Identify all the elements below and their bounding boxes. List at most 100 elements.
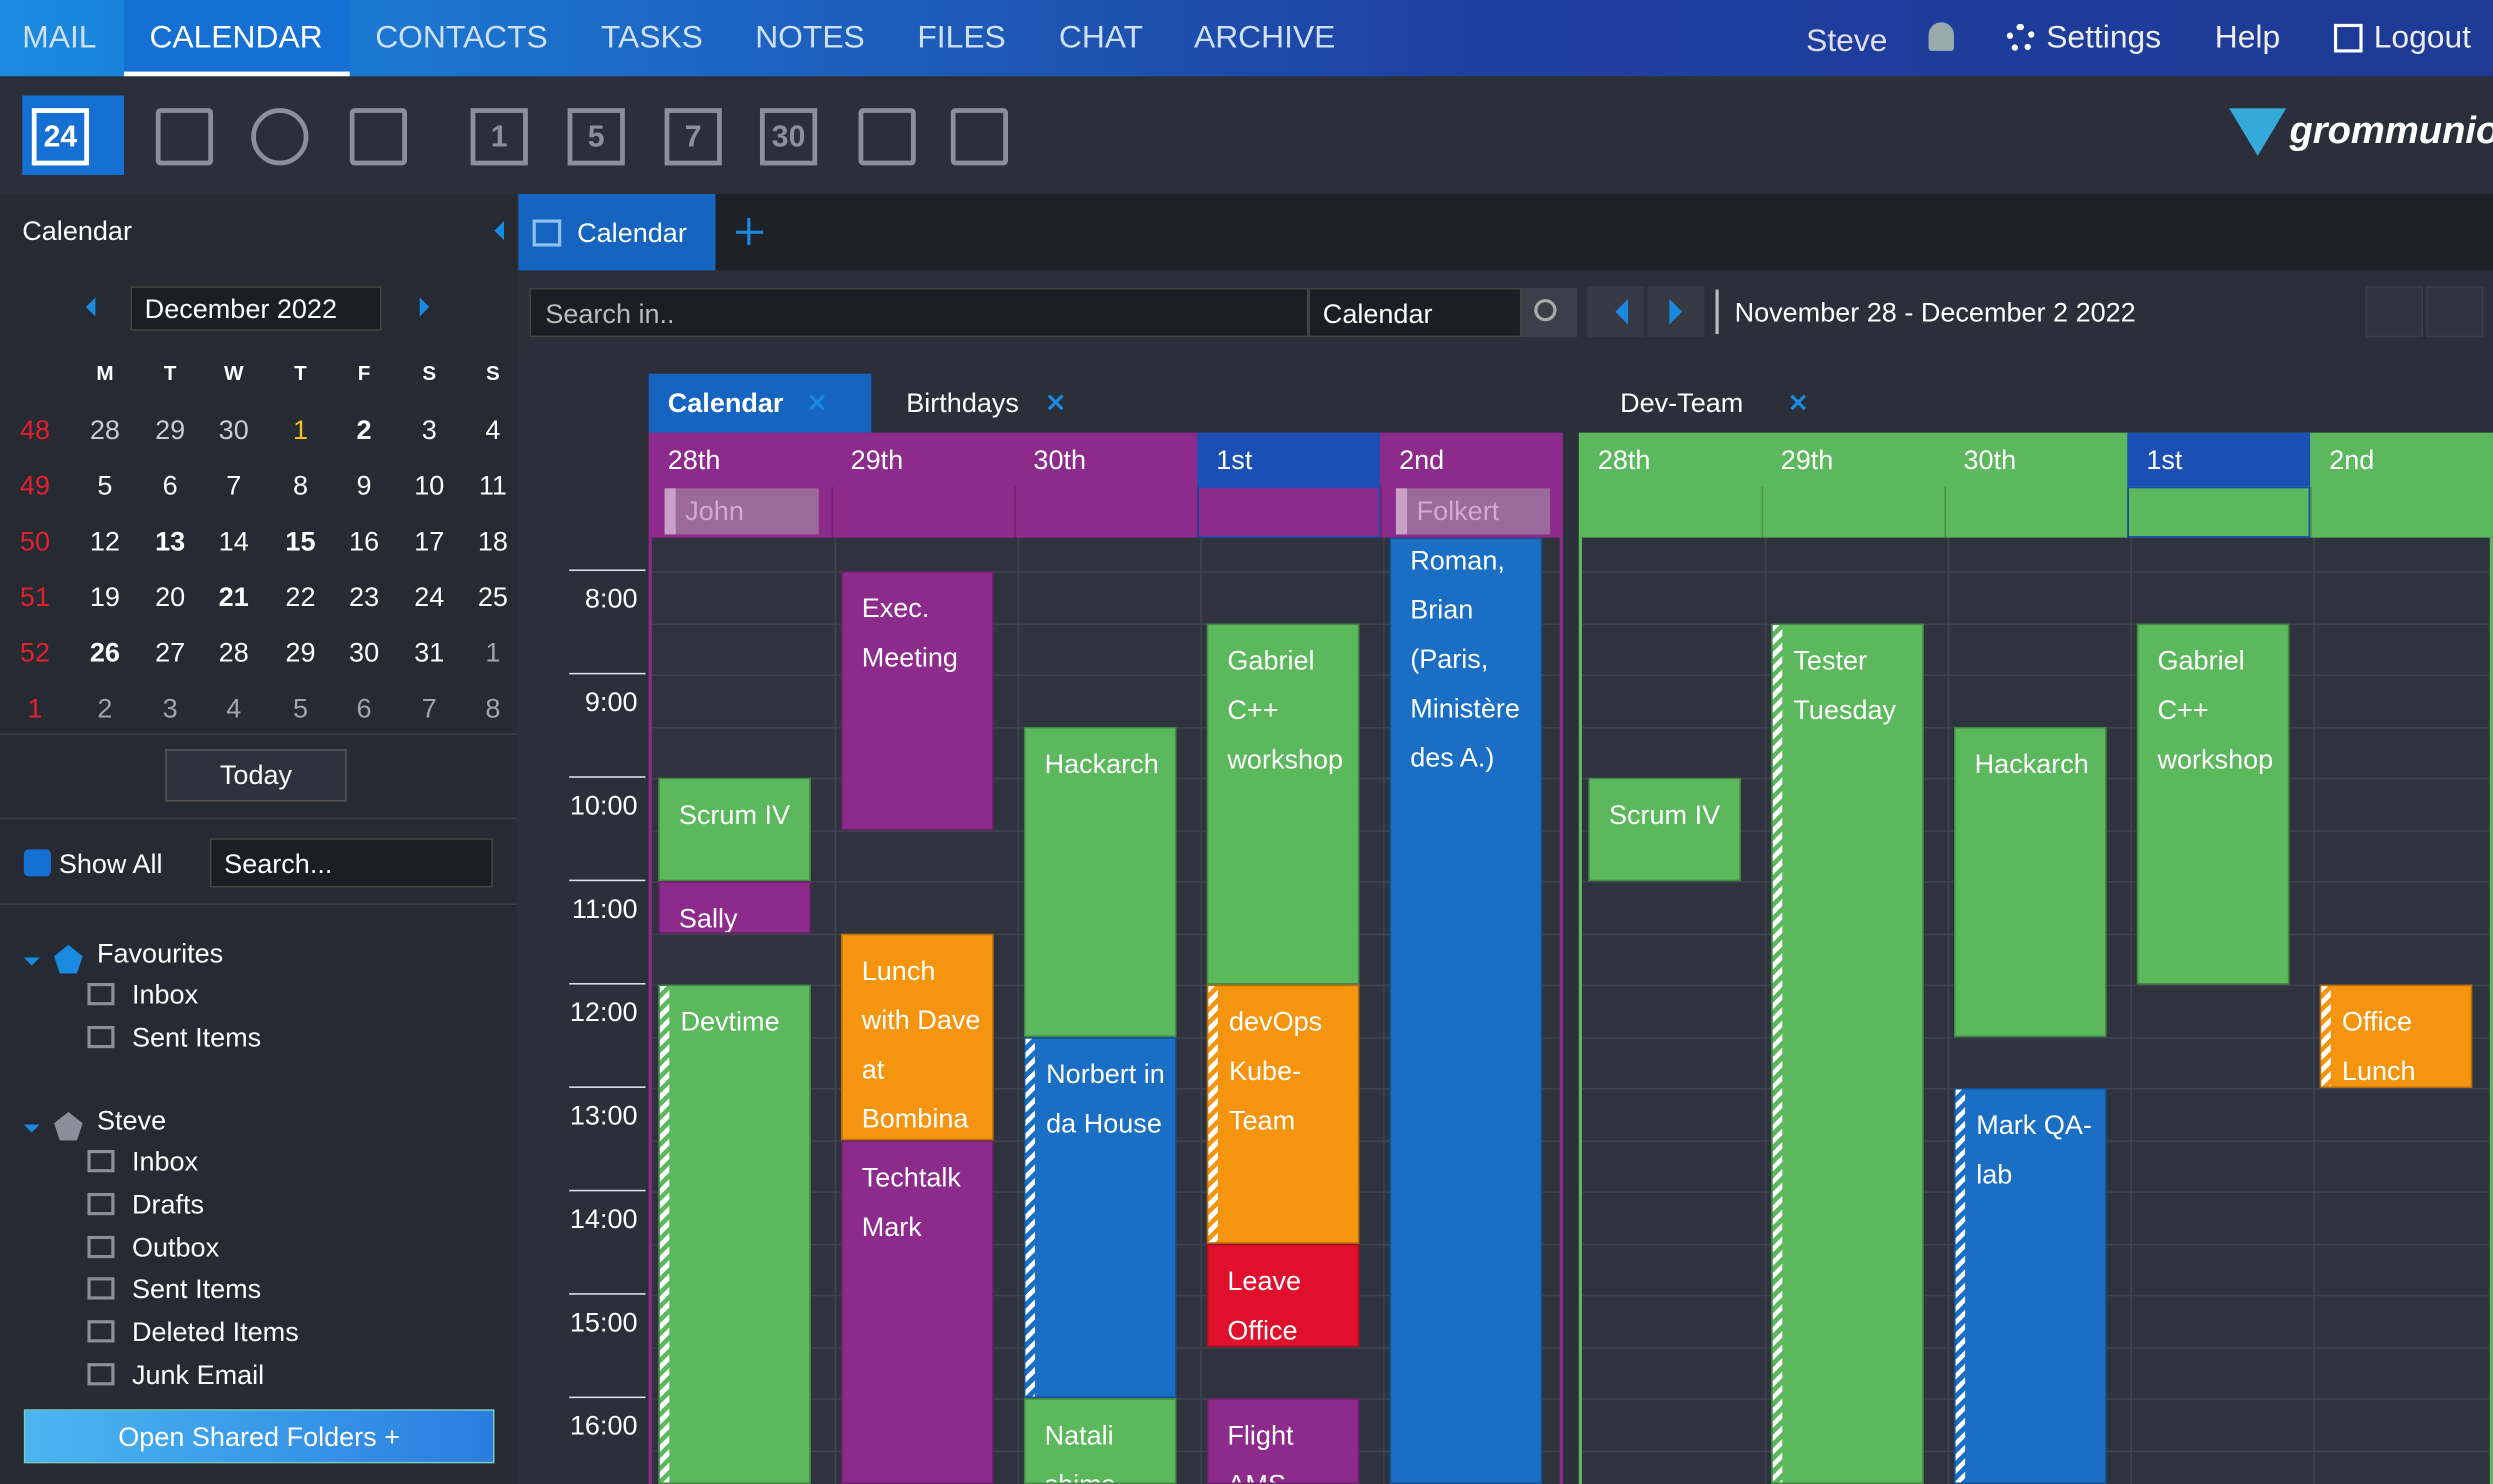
allday-label[interactable]: Folkert [1416,496,1500,527]
week-number[interactable]: 52 [19,637,51,669]
search-field[interactable] [529,287,1309,338]
day-cell[interactable]: 1 [292,415,309,446]
week-number[interactable]: 49 [19,470,51,502]
logout-link[interactable]: Logout [2373,20,2471,56]
day-cell[interactable]: 24 [414,582,445,613]
day-cell[interactable]: 18 [477,526,508,557]
nav-tab[interactable]: TASKS [600,20,703,56]
checkbox-label[interactable]: Show All [58,849,163,880]
folder[interactable]: Inbox [131,1146,199,1178]
nav-tab[interactable]: NOTES [755,20,865,56]
day-cell[interactable]: 23 [349,582,380,613]
event-label[interactable]: Mark QA-lab [1976,1110,2092,1190]
day-cell[interactable]: 11 [478,470,507,502]
search-box[interactable] [209,838,493,888]
event[interactable]: devOps Kube-Team [1206,984,1360,1244]
event-label[interactable]: Gabriel C++ workshop [2157,644,2274,774]
event[interactable]: Techtalk Mark [841,1139,994,1484]
event-label[interactable]: Tester Tuesday [1793,644,1897,725]
day-cell[interactable]: 3 [162,693,178,724]
week-number[interactable]: 51 [19,582,51,613]
nav-tab[interactable]: ARCHIVE [1194,20,1336,56]
day-header[interactable]: 30th [1963,445,2017,476]
day-cell[interactable]: 15 [285,526,316,557]
day-cell[interactable]: 1 [485,637,501,669]
event[interactable]: Mark QA-lab [1953,1087,2107,1484]
day-header[interactable]: 28th [1597,445,1651,476]
toolbar-icon[interactable]: 24 [31,108,90,166]
day-header[interactable]: 29th [1780,445,1834,476]
day-cell[interactable]: 14 [218,526,249,557]
event-label[interactable]: Roman, Brian (Paris, Ministère des A.) [1410,545,1520,774]
toolbar-icon[interactable] [950,108,1008,166]
folder[interactable]: Outbox [131,1232,220,1263]
event[interactable]: Natali shims [1023,1398,1177,1484]
day-cell[interactable]: 30 [218,415,249,446]
toolbar-icon[interactable]: 1 [470,108,528,166]
day-cell[interactable]: 20 [155,582,186,613]
copy-button[interactable] [2365,286,2424,338]
search-placeholder[interactable]: Search in.. [545,299,675,330]
event-label[interactable]: Hackarch [1044,748,1159,779]
day-cell[interactable]: 7 [421,693,437,724]
event[interactable]: Hackarch [1953,726,2107,1037]
day-cell[interactable]: 8 [292,470,309,502]
allday-event[interactable]: Folkert [1395,488,1551,535]
toolbar-icon[interactable]: 7 [664,108,722,166]
folder[interactable]: Deleted Items [131,1317,299,1348]
day-header[interactable]: 29th [850,445,904,476]
event[interactable]: Exec. Meeting [841,571,994,830]
shared-button[interactable]: Open Shared Folders + [23,1409,495,1464]
day-cell[interactable]: 12 [89,526,120,557]
day-header[interactable]: 2nd [2329,445,2375,476]
event[interactable]: Roman, Brian (Paris, Ministère des A.) [1389,537,1543,1484]
checkbox[interactable] [23,849,51,877]
select-label[interactable]: Calendar [1322,299,1433,330]
event-label[interactable]: Norbert in da House [1046,1058,1165,1139]
folder[interactable]: Drafts [131,1189,205,1220]
settings-link[interactable]: Settings [2046,20,2162,56]
day-header[interactable]: 2nd [1399,445,1445,476]
user-name[interactable]: Steve [1806,23,1888,59]
event-label[interactable]: Hackarch [1974,748,2089,779]
nav-tab[interactable]: CONTACTS [375,20,548,56]
day-cell[interactable]: 8 [485,693,501,724]
event[interactable]: Lunch with Dave at Bombina [841,932,994,1140]
event[interactable]: Sally [658,881,811,933]
folder[interactable]: Inbox [131,979,199,1011]
day-header[interactable]: 1st [1216,445,1253,476]
day-cell[interactable]: 27 [155,637,186,669]
day-cell[interactable]: 22 [285,582,316,613]
day-cell[interactable]: 2 [356,415,372,446]
folder[interactable]: Junk Email [131,1359,265,1391]
day-header[interactable]: 28th [667,445,721,476]
event[interactable]: Flight AMS- [1206,1398,1360,1484]
week-number[interactable]: 48 [19,415,51,446]
folder[interactable]: Sent Items [131,1274,262,1305]
day-cell[interactable]: 19 [89,582,120,613]
toolbar-icon[interactable]: 30 [759,108,818,166]
allday-event[interactable]: John [664,488,819,535]
event[interactable]: Norbert in da House [1023,1036,1177,1399]
group-tab[interactable]: Dev-Team [1620,388,1744,419]
day-cell[interactable]: 30 [349,637,380,669]
toolbar-icon[interactable] [858,108,916,166]
day-cell[interactable]: 9 [356,470,372,502]
toolbar-icon[interactable] [251,108,309,166]
event-label[interactable]: Lunch with Dave at Bombina [861,955,981,1134]
today-button[interactable]: Today [165,749,347,802]
search-placeholder[interactable]: Search... [224,849,333,880]
tree-node[interactable]: Steve [96,1105,167,1136]
tree-toggle[interactable] [23,1124,40,1141]
day-cell[interactable]: 25 [477,582,508,613]
delete-button[interactable] [2426,286,2484,338]
day-header[interactable]: 30th [1033,445,1087,476]
day-cell[interactable]: 6 [356,693,372,724]
event[interactable]: Gabriel C++ workshop [2136,622,2290,985]
day-cell[interactable]: 29 [155,415,186,446]
month-label[interactable]: December 2022 [144,294,338,325]
day-cell[interactable]: 4 [485,415,501,446]
day-header[interactable]: 1st [2146,445,2183,476]
day-cell[interactable]: 29 [285,637,316,669]
gear-icon[interactable] [2006,23,2036,53]
